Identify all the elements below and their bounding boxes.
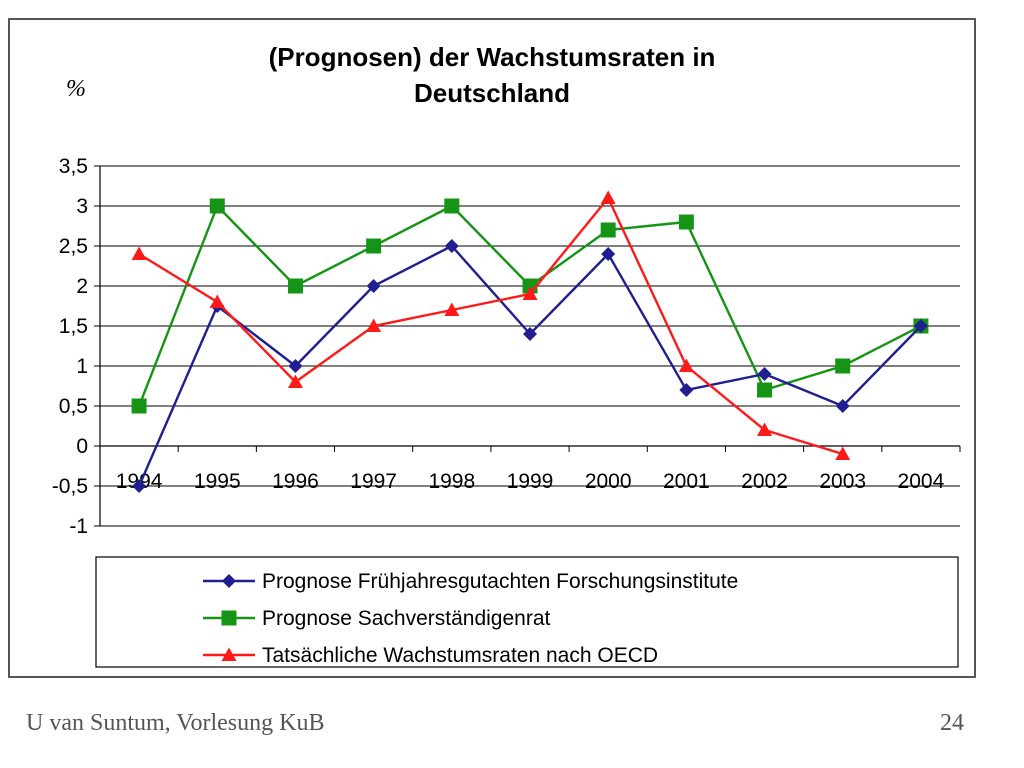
series-3: [131, 190, 851, 460]
data-point: [444, 302, 460, 316]
data-point: [600, 190, 616, 204]
legend-marker: [221, 647, 237, 661]
data-point: [209, 198, 225, 214]
data-point: [601, 247, 616, 261]
series-1: [132, 239, 928, 493]
legend: Prognose Frühjahresgutachten Forschungsi…: [95, 556, 959, 668]
y-tick-label: 2,5: [59, 235, 88, 258]
chart-title: (Prognosen) der Wachstumsraten in Deutsc…: [269, 42, 716, 108]
footer-author: U van Suntum, Vorlesung KuB: [26, 710, 325, 736]
y-unit-label: %: [66, 76, 86, 102]
data-point: [835, 399, 850, 413]
data-point: [522, 286, 538, 300]
data-point: [523, 327, 537, 341]
data-point: [757, 422, 773, 436]
x-tick-labels: 1994199519961997199819992000200120022003…: [116, 470, 945, 493]
y-tick-label: 1: [76, 355, 88, 378]
data-point: [444, 239, 459, 253]
y-tick-label: 3: [76, 195, 88, 218]
legend-item: Prognose Sachverständigenrat: [203, 607, 551, 630]
data-point: [835, 446, 851, 460]
data-point: [679, 383, 694, 397]
legend-marker: [221, 610, 237, 626]
y-tick-label: 0,5: [59, 395, 88, 418]
legend-label: Prognose Frühjahresgutachten Forschungsi…: [262, 570, 738, 593]
data-point: [678, 358, 694, 372]
x-tick-label: 1998: [428, 470, 475, 493]
series-line: [138, 196, 844, 456]
y-tick-label: 3,5: [59, 155, 88, 178]
chart-title-line-1: (Prognosen) der Wachstumsraten in: [269, 42, 716, 72]
legend-box: [95, 556, 959, 668]
legend-label: Prognose Sachverständigenrat: [262, 607, 551, 630]
data-point: [444, 198, 460, 214]
x-tick-label: 1999: [507, 470, 554, 493]
y-tick-label: 2: [76, 275, 88, 298]
data-point: [288, 359, 303, 373]
series-2: [131, 198, 929, 414]
data-point: [835, 358, 851, 374]
line-chart: (Prognosen) der Wachstumsraten in Deutsc…: [52, 42, 961, 668]
data-point: [913, 319, 928, 333]
series-line: [137, 204, 922, 407]
legend-item: Tatsächliche Wachstumsraten nach OECD: [203, 644, 658, 667]
data-point: [366, 238, 382, 254]
chart-title-line-2: Deutschland: [414, 78, 570, 108]
x-tick-label: 2004: [898, 470, 945, 493]
data-point: [757, 367, 772, 381]
data-point: [132, 479, 147, 493]
chart-frame: (Prognosen) der Wachstumsraten in Deutsc…: [8, 18, 976, 678]
footer-page-number: 24: [940, 710, 964, 736]
y-tick-label: -1: [69, 515, 88, 538]
x-tick-label: 1997: [350, 470, 397, 493]
y-tick-label: -0,5: [52, 475, 88, 498]
data-point: [600, 222, 616, 238]
legend-marker: [222, 574, 236, 588]
legend-label: Tatsächliche Wachstumsraten nach OECD: [262, 644, 658, 667]
x-tick-label: 1996: [272, 470, 319, 493]
y-tick-label: 0: [76, 435, 88, 458]
y-tick-labels: 3,5 3 2,5 2 1,5 1 0,5 0 -0,5 -1: [52, 155, 88, 538]
x-tick-label: 2002: [741, 470, 788, 493]
data-point: [287, 278, 303, 294]
x-tick-label: 2001: [663, 470, 710, 493]
data-point: [209, 294, 225, 308]
data-point: [366, 318, 382, 332]
x-tick-label: 2000: [585, 470, 632, 493]
legend-item: Prognose Frühjahresgutachten Forschungsi…: [203, 570, 738, 593]
data-point: [366, 279, 381, 293]
y-tick-label: 1,5: [59, 315, 88, 338]
data-point: [757, 382, 773, 398]
data-point: [131, 246, 147, 260]
data-point: [287, 374, 303, 388]
data-point: [678, 214, 694, 230]
series-lines: [131, 190, 929, 493]
data-point: [131, 398, 147, 414]
x-tick-label: 2003: [819, 470, 866, 493]
x-tick-label: 1995: [194, 470, 241, 493]
